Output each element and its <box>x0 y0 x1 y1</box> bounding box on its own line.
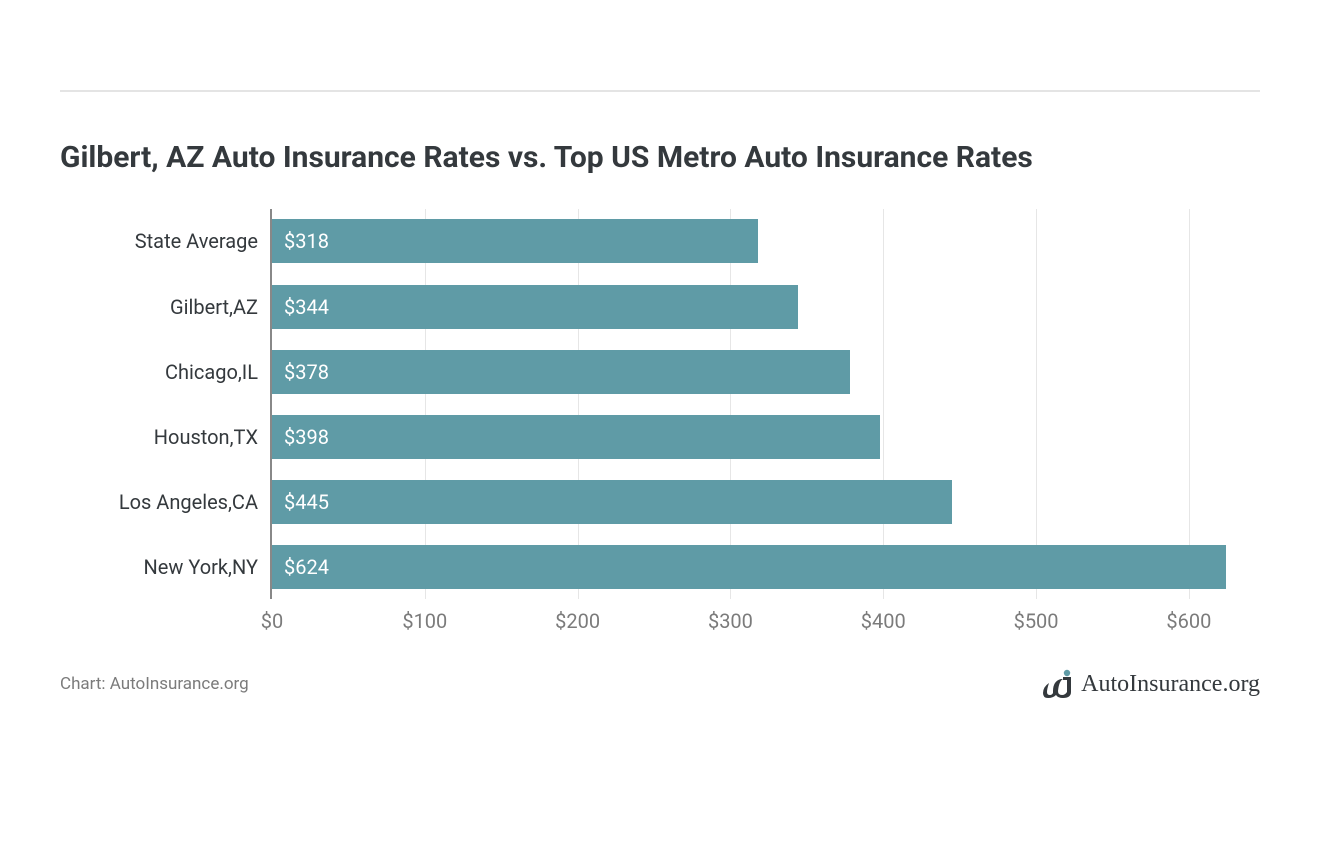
category-label: Los Angeles,CA <box>119 490 258 514</box>
x-tick-label: $500 <box>1014 609 1059 633</box>
x-tick-label: $100 <box>402 609 447 633</box>
category-label: Chicago,IL <box>165 360 258 384</box>
bar: $344 <box>272 285 798 329</box>
chart-credit: Chart: AutoInsurance.org <box>60 674 249 694</box>
gridline <box>883 209 884 599</box>
bar: $318 <box>272 219 758 263</box>
bar: $624 <box>272 545 1226 589</box>
bar: $445 <box>272 480 952 524</box>
bar: $378 <box>272 350 850 394</box>
bar: $398 <box>272 415 880 459</box>
category-label: State Average <box>135 229 258 253</box>
x-tick-label: $400 <box>861 609 906 633</box>
x-tick-label: $300 <box>708 609 753 633</box>
gridline <box>730 209 731 599</box>
brand-logo-text: AutoInsurance.org <box>1081 671 1260 698</box>
category-label: New York,NY <box>143 555 258 579</box>
category-label: Gilbert,AZ <box>170 295 258 319</box>
plot-area: $0$100$200$300$400$500$600State Average$… <box>270 209 1250 599</box>
brand-logo: AutoInsurance.org <box>1043 669 1260 699</box>
x-tick-label: $0 <box>261 609 283 633</box>
chart-area: $0 $100 $200 $300 $400 $500 $600 State Average $… <box>60 209 1260 649</box>
divider-rule <box>60 90 1260 92</box>
brand-logo-icon <box>1043 669 1073 699</box>
category-label: Houston,TX <box>154 425 258 449</box>
gridline <box>425 209 426 599</box>
x-tick-label: $200 <box>555 609 600 633</box>
chart-title: Gilbert, AZ Auto Insurance Rates vs. Top… <box>60 140 1260 175</box>
gridline <box>1036 209 1037 599</box>
gridline <box>578 209 579 599</box>
gridline <box>1189 209 1190 599</box>
x-tick-label: $600 <box>1166 609 1211 633</box>
